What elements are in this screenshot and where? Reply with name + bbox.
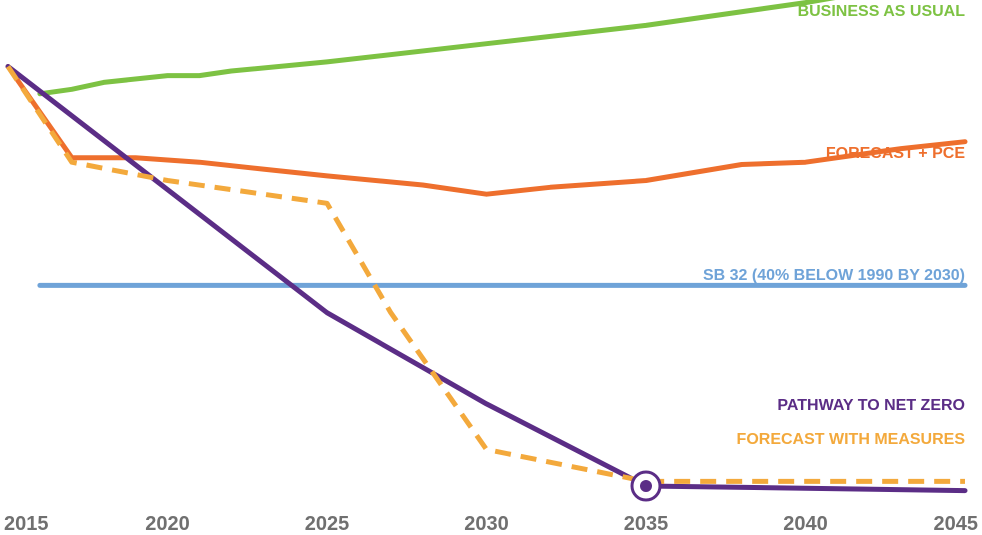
series-line-business-as-usual bbox=[37, 0, 836, 97]
series-label-sb-32-40-below-1990-by-2030: SB 32 (40% BELOW 1990 BY 2030) bbox=[703, 267, 965, 284]
series-label-business-as-usual: BUSINESS AS USUAL bbox=[798, 3, 966, 20]
series-label-forecast-with-measures: FORECAST WITH MEASURES bbox=[737, 431, 966, 448]
target-marker-dot bbox=[640, 480, 652, 492]
x-tick-label: 2035 bbox=[624, 513, 669, 535]
x-tick-label: 2045 bbox=[934, 513, 979, 535]
x-tick-label: 2015 bbox=[4, 513, 49, 535]
series-label-pathway-to-net-zero: PATHWAY TO NET ZERO bbox=[777, 397, 965, 414]
x-tick-label: 2040 bbox=[783, 513, 828, 535]
series-line-pathway-to-net-zero bbox=[5, 64, 968, 494]
x-tick-label: 2020 bbox=[145, 513, 190, 535]
series-line-forecast-with-measures bbox=[5, 65, 965, 484]
x-tick-label: 2030 bbox=[464, 513, 509, 535]
x-tick-label: 2025 bbox=[305, 513, 350, 535]
series-label-forecast-pce: FORECAST + PCE bbox=[826, 145, 965, 162]
series-line-forecast-pce bbox=[5, 64, 968, 197]
